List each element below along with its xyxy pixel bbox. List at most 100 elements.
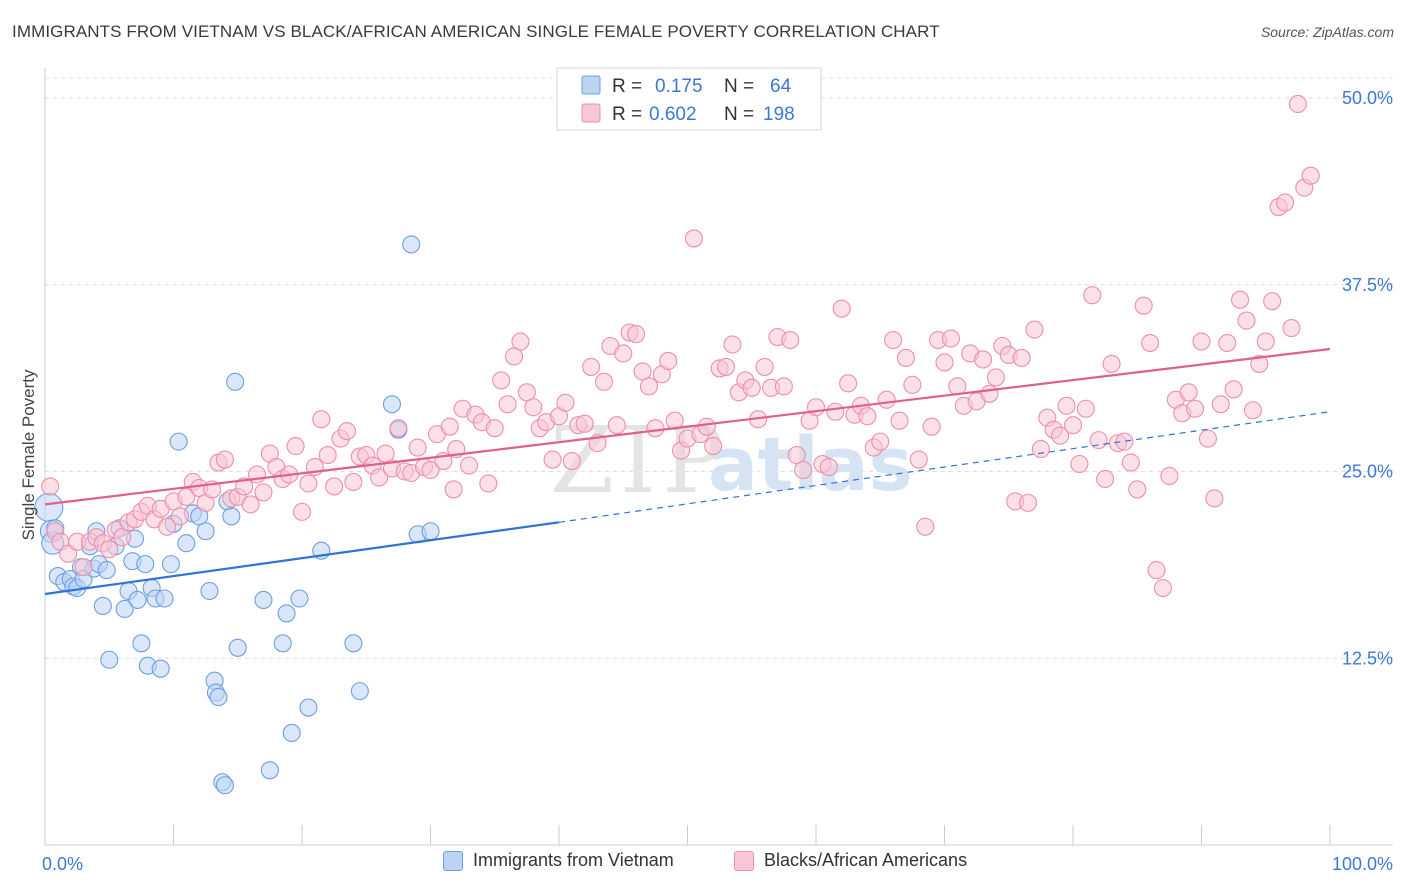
point-1-162: [1083, 286, 1102, 305]
stats-n-value-vietnam: 64: [770, 76, 792, 97]
point-1-133: [896, 348, 916, 368]
stats-n-label-vietnam: N =: [724, 76, 754, 97]
point-1-185: [1231, 290, 1250, 309]
point-1-42: [312, 410, 331, 429]
point-1-75: [524, 398, 543, 417]
y-tick-label-2: 37.5%: [1342, 275, 1393, 295]
point-1-73: [511, 332, 530, 351]
trend-line-1: [44, 347, 1331, 506]
point-0-48: [228, 638, 247, 657]
point-1-89: [614, 344, 633, 363]
point-1-91: [627, 325, 646, 344]
point-1-134: [903, 375, 922, 394]
point-1-154: [1031, 440, 1050, 459]
point-1-103: [704, 437, 723, 456]
point-0-17: [100, 650, 119, 669]
point-1-180: [1198, 429, 1217, 448]
point-0-44: [215, 776, 234, 795]
point-1-117: [794, 460, 813, 480]
point-1-170: [1134, 296, 1153, 315]
point-1-153: [1025, 320, 1044, 339]
point-1-21: [177, 487, 196, 506]
point-0-34: [169, 432, 188, 451]
point-1-121: [819, 457, 838, 477]
point-0-39: [200, 581, 219, 601]
x-tick-label-0: 0.0%: [42, 854, 83, 874]
point-1-190: [1263, 292, 1282, 311]
point-1-145: [973, 350, 993, 369]
point-1-169: [1128, 480, 1147, 499]
series-0-points: [34, 235, 440, 795]
point-1-74: [517, 383, 536, 402]
point-1-193: [1282, 319, 1301, 338]
axes: [44, 68, 1393, 846]
legend-swatch-black: [734, 850, 754, 871]
point-1-92: [633, 362, 652, 381]
point-1-59: [421, 460, 440, 480]
point-1-44: [325, 477, 344, 496]
legend-swatch-vietnam: [443, 850, 463, 871]
point-1-51: [370, 468, 389, 487]
point-0-35: [177, 534, 196, 553]
point-1-159: [1063, 416, 1083, 435]
point-1-46: [337, 422, 357, 441]
point-1-135: [909, 450, 928, 469]
point-0-38: [196, 522, 215, 541]
stats-swatch-black: [581, 103, 601, 123]
point-0-54: [290, 589, 309, 608]
point-1-70: [492, 371, 511, 390]
point-1-160: [1070, 454, 1089, 474]
point-1-136: [916, 517, 935, 536]
point-1-83: [575, 414, 594, 433]
point-1-157: [1051, 426, 1070, 445]
trend-lines: [44, 347, 1331, 596]
stats-n-value-black: 198: [763, 104, 795, 125]
point-1-183: [1218, 333, 1237, 353]
point-1-105: [716, 357, 736, 376]
point-1-40: [299, 474, 318, 493]
point-1-38: [286, 437, 305, 456]
point-1-122: [826, 402, 845, 421]
legend-item-vietnam: Immigrants from Vietnam: [443, 850, 674, 871]
point-0-53: [282, 723, 301, 743]
point-1-109: [742, 378, 761, 397]
chart-title: IMMIGRANTS FROM VIETNAM VS BLACK/AFRICAN…: [12, 22, 940, 41]
point-0-42: [209, 688, 228, 707]
stats-r-value-vietnam: 0.175: [655, 76, 703, 97]
point-1-62: [440, 417, 459, 436]
point-1-84: [582, 357, 601, 376]
point-1-31: [241, 495, 260, 514]
point-1-81: [562, 451, 581, 471]
point-0-49: [254, 590, 273, 610]
point-1-187: [1243, 401, 1262, 420]
point-1-11: [113, 528, 132, 547]
point-1-131: [884, 330, 903, 350]
zipatlas-watermark: ZIP atlas: [550, 407, 913, 514]
source-credit: Source: ZipAtlas.com: [1260, 24, 1394, 40]
point-1-146: [980, 384, 999, 403]
stats-r-value-black: 0.602: [649, 104, 697, 125]
point-1-132: [890, 411, 909, 430]
point-1-182: [1211, 395, 1230, 414]
point-1-194: [1288, 94, 1307, 114]
point-1-72: [504, 347, 524, 366]
point-1-57: [408, 438, 427, 457]
point-1-173: [1153, 578, 1172, 598]
point-1-161: [1076, 399, 1095, 418]
point-1-151: [1012, 348, 1031, 368]
point-1-65: [459, 456, 479, 475]
stats-r-label-black: R =: [612, 104, 642, 125]
point-0-24: [128, 590, 147, 610]
point-0-61: [402, 235, 421, 254]
point-0-20: [115, 599, 134, 618]
stats-r-label-vietnam: R =: [612, 76, 642, 97]
point-1-54: [389, 419, 408, 438]
point-1-119: [806, 398, 826, 417]
y-tick-label-0: 12.5%: [1342, 648, 1393, 668]
point-1-100: [684, 229, 703, 248]
point-1-93: [639, 377, 659, 396]
point-0-50: [260, 761, 279, 780]
point-1-9: [100, 540, 119, 559]
point-1-20: [170, 507, 189, 526]
bottom-legend: Immigrants from Vietnam Blacks/African A…: [0, 850, 1406, 880]
